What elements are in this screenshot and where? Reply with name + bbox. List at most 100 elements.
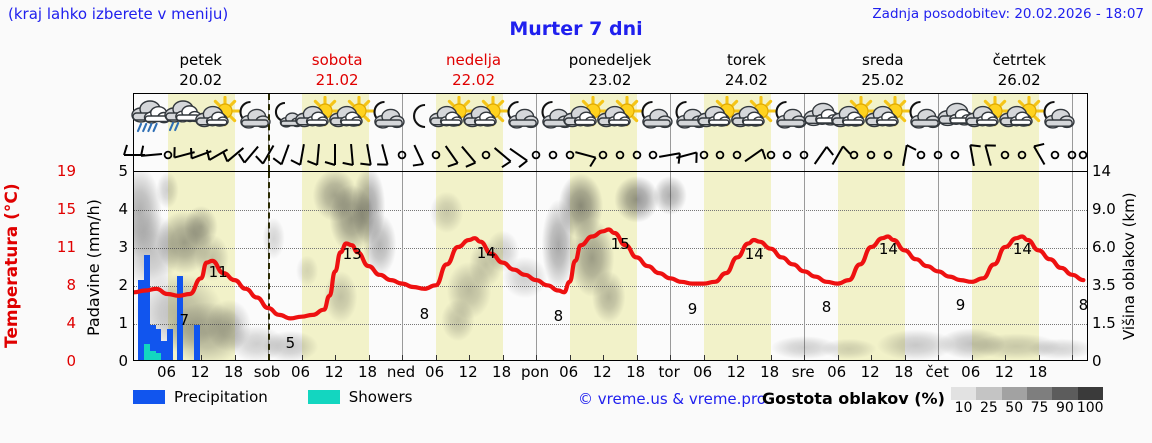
cloud-density-tick: 90: [1055, 400, 1074, 416]
day-name: sobota: [311, 51, 363, 69]
cloud-height-axis-title: Višina oblakov (km): [1120, 192, 1138, 340]
day-date: 26.02: [997, 71, 1041, 89]
cloud-blob: [591, 270, 626, 323]
current-time-marker: [268, 94, 271, 171]
day-header-row: petek 20.02 sobota 21.02 nedelja 22.02 ponedel…: [133, 50, 1088, 92]
wind-barb: [705, 142, 735, 168]
temperature-value-label: 9: [687, 299, 698, 318]
cloud-density-swatch: [1026, 387, 1053, 400]
x-axis-label: pon: [520, 363, 550, 381]
cloud-height-tick: 0: [1092, 352, 1102, 370]
day-name: nedelja: [446, 51, 502, 69]
moon-cloud-icon: [760, 96, 814, 140]
wind-barb: [672, 142, 702, 168]
wind-barb: [370, 142, 400, 168]
wind-barb: [488, 142, 518, 168]
day-separator: [402, 94, 404, 171]
day-header-ponedeljek: ponedeljek 23.02: [542, 50, 678, 92]
x-axis-label: 18: [223, 363, 244, 381]
precipitation-bar: [161, 340, 168, 360]
precipitation-tick: 4: [118, 200, 128, 218]
wind-barb: [655, 142, 685, 168]
x-axis-labels: 06 12 18 sob 06 12 18 ned 06 12 18 pon 06 12 18 tor 06 12…: [133, 363, 1088, 383]
wind-barb: [605, 142, 635, 168]
weather-icon-wind-band: [123, 93, 1088, 171]
x-tickmark: [636, 355, 638, 360]
sun-cloud-icon: [727, 96, 781, 140]
moon-cloud-icon: [224, 96, 278, 140]
moon-icon: [392, 96, 446, 140]
cloud-height-tick: 1.5: [1092, 314, 1116, 332]
cloud-density-tick: 10: [954, 400, 973, 416]
wind-barb: [739, 142, 769, 168]
temperature-value-label: 7: [179, 310, 190, 329]
cloud-density-swatch: [1052, 387, 1078, 400]
x-axis-label: sob: [253, 363, 281, 381]
last-updated-text: Zadnja posodobitev: 20.02.2026 - 18:07: [872, 6, 1144, 22]
sun-cloud-icon: [191, 96, 245, 140]
temperature-axis-title: Temperatura (°C): [2, 183, 22, 349]
x-axis-label: 06: [425, 363, 445, 381]
wind-barb: [437, 142, 467, 168]
precipitation-bar: [166, 328, 173, 360]
cloud-density-swatch: [950, 387, 977, 400]
x-tickmark: [368, 355, 370, 360]
night-shading: [837, 172, 905, 360]
day-name: ponedeljek: [568, 51, 652, 69]
day-date: 22.02: [452, 71, 496, 89]
horizontal-gridline: [134, 324, 1087, 325]
cloud-height-tick: 6.0: [1092, 238, 1116, 256]
wind-barb: [320, 142, 350, 168]
cloud-icon: [928, 96, 982, 140]
wind-barb: [471, 142, 501, 168]
page-title: Murter 7 dni: [509, 18, 643, 40]
x-tickmark: [502, 355, 504, 360]
sun-cloud-icon: [559, 96, 613, 140]
x-tickmark: [737, 355, 739, 360]
x-axis-label: 12: [592, 363, 612, 381]
day-date: 24.02: [724, 71, 768, 89]
day-date: 21.02: [315, 71, 359, 89]
day-header-petek: petek 20.02: [133, 50, 269, 92]
temperature-line: [134, 227, 1086, 321]
temperature-value-label: 11: [208, 262, 228, 281]
precipitation-bars-layer: [134, 172, 1087, 360]
precipitation-bar: [176, 276, 183, 360]
moon-cloud-icon: [492, 96, 546, 140]
wind-barb: [856, 142, 886, 168]
x-axis-label: 12: [190, 363, 210, 381]
precipitation-bar: [143, 255, 150, 360]
cloud-density-swatch: [976, 387, 1002, 400]
wind-barb: [287, 142, 317, 168]
showers-bar: [155, 353, 161, 360]
wind-barb: [387, 142, 417, 168]
wind-barb: [806, 142, 836, 168]
x-axis-label: 06: [827, 363, 847, 381]
temperature-tick: 11: [56, 238, 76, 256]
x-axis-label: 06: [693, 363, 713, 381]
x-tickmark: [770, 355, 772, 360]
cloud-blob: [156, 172, 179, 209]
precipitation-axis-title: Padavine (mm/h): [84, 199, 103, 336]
moon-cloud-icon: [1028, 96, 1082, 140]
day-header-četrtek: četrtek 26.02: [952, 50, 1088, 92]
sun-cloud-icon: [459, 96, 513, 140]
x-axis-label: 06: [961, 363, 981, 381]
sun-cloud-icon: [827, 96, 881, 140]
day-header-nedelja: nedelja 22.02: [406, 50, 542, 92]
wind-barb: [973, 142, 1003, 168]
x-axis-label: 12: [726, 363, 746, 381]
showers-swatch: [307, 390, 340, 404]
credit-text[interactable]: © vreme.us & vreme.pro: [578, 390, 766, 408]
day-gridline: [804, 172, 806, 360]
cloud-density-scale: 10 25 50 75 90 100: [950, 387, 1104, 416]
cloud-density-swatch: [1077, 387, 1103, 400]
wind-barb: [756, 142, 786, 168]
x-axis-label: 18: [760, 363, 780, 381]
cloud-density-tick: 25: [979, 400, 998, 416]
sun-cloud-icon: [693, 96, 747, 140]
wind-barb: [1040, 142, 1070, 168]
x-axis-label: 18: [1028, 363, 1048, 381]
cloud-density-tick: 100: [1076, 400, 1104, 416]
wind-barb: [1057, 142, 1087, 168]
